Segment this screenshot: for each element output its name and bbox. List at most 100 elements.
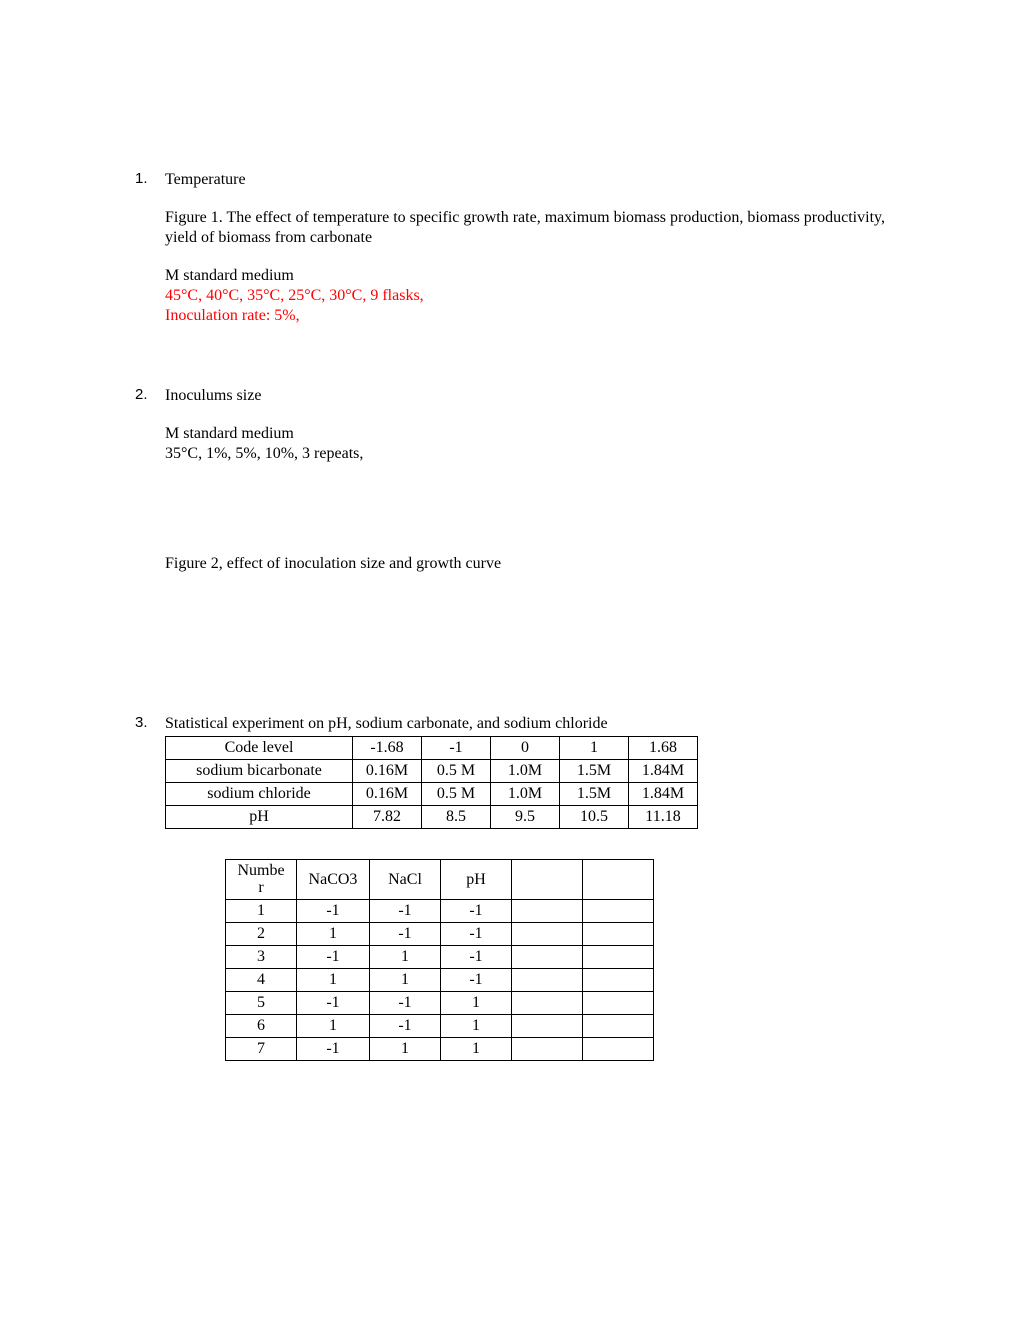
section-1-medium: M standard medium [165, 266, 900, 286]
cell [512, 900, 583, 923]
table-row: 7 -1 1 1 [226, 1038, 654, 1061]
section-1-inoculation-rate: Inoculation rate: 5%, [165, 306, 900, 326]
cell [583, 1038, 654, 1061]
cell: 1 [226, 900, 297, 923]
cell [512, 946, 583, 969]
cell: 0.5 M [422, 760, 491, 783]
table-row: Code level -1.68 -1 0 1 1.68 [166, 737, 698, 760]
table-row: 2 1 -1 -1 [226, 923, 654, 946]
list-number-3: 3. [135, 714, 165, 731]
cell: 1 [370, 1038, 441, 1061]
cell: 0.5 M [422, 783, 491, 806]
table-row: sodium chloride 0.16M 0.5 M 1.0M 1.5M 1.… [166, 783, 698, 806]
cell: 1 [441, 1038, 512, 1061]
cell [512, 1038, 583, 1061]
section-3-heading: Statistical experiment on pH, sodium car… [165, 714, 900, 734]
cell: -1 [441, 900, 512, 923]
cell: 2 [226, 923, 297, 946]
cell: NaCO3 [297, 860, 370, 900]
cell: 7.82 [353, 806, 422, 829]
cell: pH [441, 860, 512, 900]
cell: 11.18 [629, 806, 698, 829]
cell: 3 [226, 946, 297, 969]
cell [583, 900, 654, 923]
cell: 1 [441, 1015, 512, 1038]
cell [512, 992, 583, 1015]
cell [512, 1015, 583, 1038]
experiment-matrix-table: Number NaCO3 NaCl pH 1 -1 -1 -1 2 1 -1 -… [225, 859, 654, 1061]
header-number: Number [237, 862, 284, 896]
cell: -1.68 [353, 737, 422, 760]
list-number-1: 1. [135, 170, 165, 187]
table-row: pH 7.82 8.5 9.5 10.5 11.18 [166, 806, 698, 829]
list-number-2: 2. [135, 386, 165, 403]
section-2: 2. Inoculums size M standard medium 35°C… [135, 386, 900, 574]
cell: -1 [297, 1038, 370, 1061]
figure-1-caption: Figure 1. The effect of temperature to s… [165, 208, 900, 248]
section-2-heading: Inoculums size [165, 386, 900, 406]
cell: 1.84M [629, 783, 698, 806]
cell [583, 1015, 654, 1038]
cell: NaCl [370, 860, 441, 900]
section-1-temperatures: 45°C, 40°C, 35°C, 25°C, 30°C, 9 flasks, [165, 286, 900, 306]
table-row: 3 -1 1 -1 [226, 946, 654, 969]
cell [583, 860, 654, 900]
cell: 0.16M [353, 783, 422, 806]
cell: 0 [491, 737, 560, 760]
cell: 9.5 [491, 806, 560, 829]
cell: -1 [422, 737, 491, 760]
cell: 1.0M [491, 783, 560, 806]
cell: -1 [441, 969, 512, 992]
cell: -1 [297, 992, 370, 1015]
table-row: 1 -1 -1 -1 [226, 900, 654, 923]
cell [583, 923, 654, 946]
cell: 1.84M [629, 760, 698, 783]
cell: -1 [370, 992, 441, 1015]
cell [583, 946, 654, 969]
cell: 1 [297, 923, 370, 946]
table-row: 5 -1 -1 1 [226, 992, 654, 1015]
cell: -1 [370, 923, 441, 946]
figure-2-caption: Figure 2, effect of inoculation size and… [165, 554, 900, 574]
cell: 10.5 [560, 806, 629, 829]
cell: sodium bicarbonate [166, 760, 353, 783]
section-1: 1. Temperature Figure 1. The effect of t… [135, 170, 900, 326]
table-row: sodium bicarbonate 0.16M 0.5 M 1.0M 1.5M… [166, 760, 698, 783]
cell: -1 [441, 946, 512, 969]
cell: 1.0M [491, 760, 560, 783]
section-3: 3. Statistical experiment on pH, sodium … [135, 714, 900, 1061]
cell: sodium chloride [166, 783, 353, 806]
cell: 8.5 [422, 806, 491, 829]
cell: 5 [226, 992, 297, 1015]
section-1-heading: Temperature [165, 170, 900, 190]
cell: pH [166, 806, 353, 829]
cell: 1.68 [629, 737, 698, 760]
cell [512, 860, 583, 900]
code-level-table: Code level -1.68 -1 0 1 1.68 sodium bica… [165, 736, 698, 829]
cell: Code level [166, 737, 353, 760]
cell [583, 969, 654, 992]
cell: 1.5M [560, 783, 629, 806]
cell: 1 [441, 992, 512, 1015]
cell: -1 [370, 900, 441, 923]
table-row: 6 1 -1 1 [226, 1015, 654, 1038]
cell: 6 [226, 1015, 297, 1038]
cell: 4 [226, 969, 297, 992]
cell: 1.5M [560, 760, 629, 783]
cell: 1 [297, 969, 370, 992]
section-2-conditions: 35°C, 1%, 5%, 10%, 3 repeats, [165, 444, 900, 464]
table-row: Number NaCO3 NaCl pH [226, 860, 654, 900]
cell: -1 [370, 1015, 441, 1038]
cell: 1 [370, 969, 441, 992]
cell: -1 [297, 900, 370, 923]
cell: -1 [441, 923, 512, 946]
cell: 7 [226, 1038, 297, 1061]
section-2-medium: M standard medium [165, 424, 900, 444]
cell: 0.16M [353, 760, 422, 783]
cell [512, 923, 583, 946]
table-row: 4 1 1 -1 [226, 969, 654, 992]
cell [583, 992, 654, 1015]
cell: 1 [560, 737, 629, 760]
cell: 1 [370, 946, 441, 969]
cell: 1 [297, 1015, 370, 1038]
